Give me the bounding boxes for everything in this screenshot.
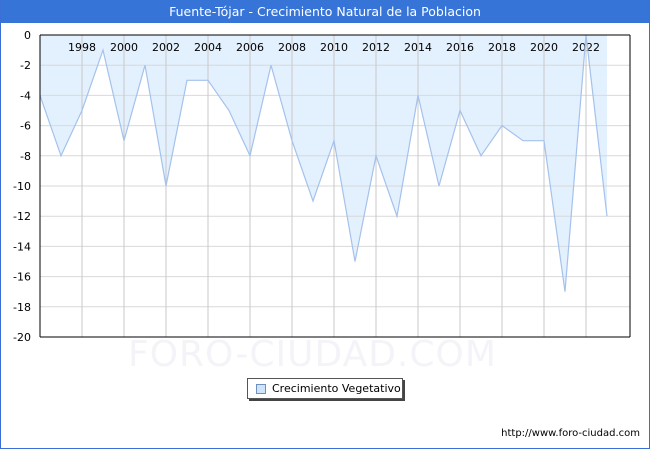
x-tick-label: 1998 xyxy=(68,41,96,54)
x-tick-label: 2018 xyxy=(488,41,516,54)
watermark: FORO-CIUDAD.COM xyxy=(128,334,497,375)
chart-title: Fuente-Tójar - Crecimiento Natural de la… xyxy=(0,0,650,23)
x-tick-label: 2002 xyxy=(152,41,180,54)
y-tick-label: -18 xyxy=(13,301,31,314)
y-tick-label: -8 xyxy=(20,150,31,163)
x-tick-label: 2006 xyxy=(236,41,264,54)
footer-url[interactable]: http://www.foro-ciudad.com xyxy=(501,428,640,439)
legend-swatch-icon xyxy=(256,384,266,394)
y-tick-label: -12 xyxy=(13,210,31,223)
x-tick-label: 2008 xyxy=(278,41,306,54)
y-tick-label: -10 xyxy=(13,180,31,193)
x-tick-label: 2004 xyxy=(194,41,222,54)
y-tick-label: -14 xyxy=(13,240,31,253)
y-tick-label: -6 xyxy=(20,120,31,133)
x-tick-label: 2012 xyxy=(362,41,390,54)
y-tick-label: -4 xyxy=(20,89,31,102)
y-tick-label: -16 xyxy=(13,271,31,284)
x-tick-label: 2016 xyxy=(446,41,474,54)
x-tick-label: 2010 xyxy=(320,41,348,54)
legend: Crecimiento Vegetativo xyxy=(247,378,403,399)
area-fill xyxy=(40,35,607,292)
x-tick-label: 2000 xyxy=(110,41,138,54)
x-tick-label: 2022 xyxy=(572,41,600,54)
x-tick-label: 2020 xyxy=(530,41,558,54)
y-tick-label: -20 xyxy=(13,331,31,344)
series-line xyxy=(39,34,608,292)
y-tick-label: -2 xyxy=(20,59,31,72)
x-tick-label: 2014 xyxy=(404,41,432,54)
y-tick-label: 0 xyxy=(24,29,31,42)
legend-label: Crecimiento Vegetativo xyxy=(272,382,401,395)
